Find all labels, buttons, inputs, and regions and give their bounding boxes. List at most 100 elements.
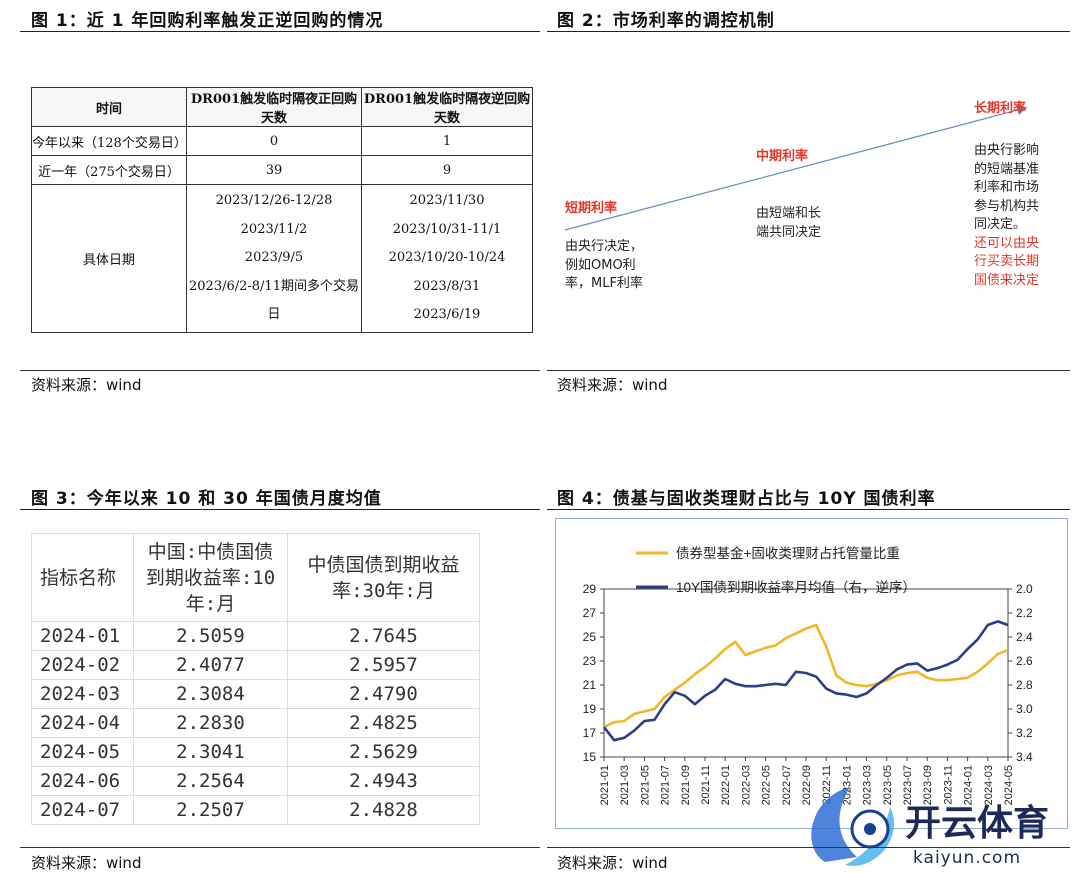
fig2-bottom-rule xyxy=(547,370,1070,371)
date-item: 2023/11/2 xyxy=(240,221,308,237)
yield10-cell: 2.2564 xyxy=(133,766,288,796)
fig1-header-repo: DR001触发临时隔夜正回购天数 xyxy=(186,87,362,127)
fig2-arrow xyxy=(564,104,1028,231)
y-left-tick-label: 23 xyxy=(583,654,597,668)
month-cell: 2024-05 xyxy=(31,737,134,767)
y-left-tick-label: 29 xyxy=(583,582,597,596)
x-tick-label: 2021-05 xyxy=(639,765,651,805)
fig3-table: 指标名称 中国:中债国债 到期收益率:10 年:月 中债国债到期收益 率:30年… xyxy=(31,533,480,825)
fig2-title: 图 2：市场利率的调控机制 xyxy=(557,11,775,31)
fig4-title: 图 4：债基与固收类理财占比与 10Y 国债利率 xyxy=(557,489,936,509)
header-line: 年:月 xyxy=(185,592,236,615)
table-row: 2024-06 2.2564 2.4943 xyxy=(31,766,480,796)
month-cell: 2024-07 xyxy=(31,795,134,825)
y-right-tick-label: 3.4 xyxy=(1016,750,1033,764)
fig1-dates-label: 具体日期 xyxy=(31,184,187,333)
fig4-title-rule xyxy=(547,509,1070,510)
fig1-cell: 今年以来（128个交易日） xyxy=(31,126,187,156)
x-tick-label: 2023-05 xyxy=(882,765,894,805)
fig3-header-10y: 中国:中债国债 到期收益率:10 年:月 xyxy=(133,533,288,622)
fig3-source: 资料来源：wind xyxy=(31,854,142,872)
text-line: 的短端基准 xyxy=(974,161,1040,177)
x-tick-label: 2021-09 xyxy=(680,765,692,805)
fig1-title: 图 1：近 1 年回购利率触发正逆回购的情况 xyxy=(31,11,384,31)
y-right-tick-label: 3.0 xyxy=(1016,702,1033,716)
fig2-mid-label: 中期利率 xyxy=(756,149,809,164)
header-line: 到期收益率:10 xyxy=(145,566,276,589)
table-row: 2024-05 2.3041 2.5629 xyxy=(31,737,480,767)
fig4-bottom-rule xyxy=(547,847,1070,848)
month-cell: 2024-02 xyxy=(31,650,134,680)
yield10-cell: 2.4077 xyxy=(133,650,288,680)
x-tick-label: 2021-01 xyxy=(599,765,611,805)
y-right-tick-label: 2.0 xyxy=(1016,582,1033,596)
table-row: 2024-02 2.4077 2.5957 xyxy=(31,650,480,680)
fig1-header-time: 时间 xyxy=(31,87,187,127)
fig1-cell: 9 xyxy=(361,155,533,185)
legend-label-bond-fund: 债券型基金+固收类理财占托管量比重 xyxy=(676,545,900,561)
yield30-cell: 2.5957 xyxy=(287,650,480,680)
text-line-red: 国债来决定 xyxy=(974,272,1040,288)
date-item: 2023/10/20-10/24 xyxy=(388,250,506,265)
x-tick-label: 2022-11 xyxy=(821,765,833,805)
month-cell: 2024-03 xyxy=(31,679,134,709)
date-item: 2023/8/31 xyxy=(413,278,481,294)
table-row: 2024-07 2.2507 2.4828 xyxy=(31,795,480,825)
text-line-red: 行买卖长期 xyxy=(974,254,1040,269)
series-10y-yield-line xyxy=(602,620,1009,742)
text-line-red: 还可以由央 xyxy=(974,235,1040,251)
y-left-tick-label: 17 xyxy=(583,726,597,740)
fig3-title: 图 3：今年以来 10 和 30 年国债月度均值 xyxy=(31,489,382,509)
date-item: 2023/6/2-8/11期间多个交易日 xyxy=(189,278,359,323)
y-left-tick-label: 25 xyxy=(583,630,597,644)
fig2-long-label: 长期利率 xyxy=(974,101,1027,116)
text-line: 例如OMO利 xyxy=(565,257,636,273)
watermark-text: 开云体育 xyxy=(905,803,1049,844)
date-item: 2023/6/19 xyxy=(413,307,481,322)
fig3-bottom-rule xyxy=(20,847,540,848)
fig1-table: 时间 DR001触发临时隔夜正回购天数 DR001触发临时隔夜逆回购天数 今年以… xyxy=(31,87,533,333)
fig1-cell: 1 xyxy=(361,126,533,156)
month-cell: 2024-01 xyxy=(31,621,134,651)
y-right-tick-label: 2.8 xyxy=(1016,678,1033,692)
table-row: 2024-04 2.2830 2.4825 xyxy=(31,708,480,738)
x-tick-label: 2024-01 xyxy=(963,765,975,805)
fig1-dates-repo: 2023/12/26-12/28 2023/11/2 2023/9/5 2023… xyxy=(186,184,362,333)
yield10-cell: 2.5059 xyxy=(133,621,288,651)
yield30-cell: 2.7645 xyxy=(287,621,480,651)
month-cell: 2024-06 xyxy=(31,766,134,796)
x-tick-label: 2023-03 xyxy=(862,765,874,805)
date-item: 2023/11/30 xyxy=(409,193,485,208)
month-cell: 2024-04 xyxy=(31,708,134,738)
fig4-chart-frame: 15 17 19 21 23 25 27 29 2.0 2.2 2.4 2.6 2.8 3.0 3.2 3.4… xyxy=(555,518,1068,829)
fig3-header-row: 指标名称 中国:中债国债 到期收益率:10 年:月 中债国债到期收益 率:30年… xyxy=(31,533,480,622)
table-row: 2024-03 2.3084 2.4790 xyxy=(31,679,480,709)
x-tick-label: 2022-03 xyxy=(740,765,752,805)
text-line: 由短端和长 xyxy=(756,206,822,221)
x-tick-label: 2021-07 xyxy=(660,765,672,805)
fig1-cell: 近一年（275个交易日） xyxy=(31,155,187,185)
yield30-cell: 2.4790 xyxy=(287,679,480,709)
y-right-tick-label: 2.6 xyxy=(1016,654,1033,668)
yield30-cell: 2.4943 xyxy=(287,766,480,796)
text-line: 参与机构共 xyxy=(974,198,1040,214)
y-left-tick-label: 19 xyxy=(583,702,597,716)
x-tick-label: 2023-09 xyxy=(922,765,934,805)
x-tick-label: 2022-01 xyxy=(720,765,732,805)
text-line: 由央行决定， xyxy=(565,239,644,254)
text-line: 率，MLF利率 xyxy=(565,276,643,291)
kaiyun-watermark: 开云体育 kaiyun.com xyxy=(811,787,1049,868)
x-tick-label: 2024-05 xyxy=(1003,765,1015,805)
text-line: 端共同决定 xyxy=(756,224,822,240)
y-right-tick-label: 2.4 xyxy=(1016,630,1033,644)
text-line: 利率和市场 xyxy=(974,180,1040,195)
y-right-tick-label: 2.2 xyxy=(1016,606,1033,620)
text-line: 同决定。 xyxy=(974,217,1027,232)
y-right-tick-label: 3.2 xyxy=(1016,726,1033,740)
yield10-cell: 2.3041 xyxy=(133,737,288,767)
yield10-cell: 2.3084 xyxy=(133,679,288,709)
x-tick-label: 2023-07 xyxy=(902,765,914,805)
x-tick-label: 2024-03 xyxy=(983,765,995,805)
fig2-mid-text: 由短端和长 端共同决定 xyxy=(756,205,821,242)
date-item: 2023/9/5 xyxy=(244,250,304,265)
